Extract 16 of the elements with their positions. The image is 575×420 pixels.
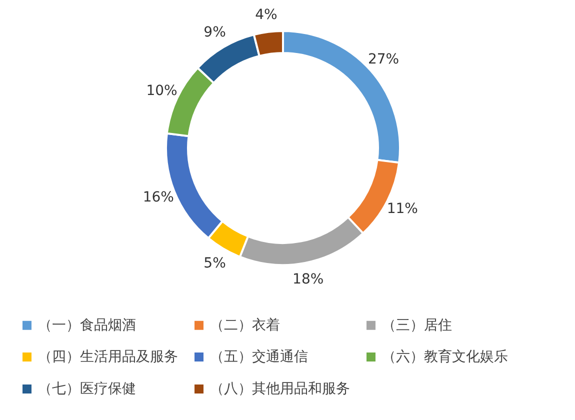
data-label: 10% [146,82,178,99]
legend-label: （五）交通通信 [210,349,308,365]
data-label: 4% [255,7,278,24]
data-label: 27% [368,51,400,68]
legend-label: （二）衣着 [210,317,280,334]
legend-label: （七）医疗保健 [38,381,136,397]
legend-label: （八）其他用品和服务 [210,381,350,397]
data-label: 11% [386,200,418,217]
data-label: 5% [204,255,226,272]
data-label: 16% [142,189,174,206]
legend-label: （六）教育文化娱乐 [382,348,508,365]
data-label: 9% [204,24,226,41]
legend-label: （三）居住 [382,317,452,334]
legend-label: （一）食品烟酒 [38,317,136,334]
data-label: 18% [292,272,324,288]
legend-label: （四）生活用品及服务 [38,349,178,365]
